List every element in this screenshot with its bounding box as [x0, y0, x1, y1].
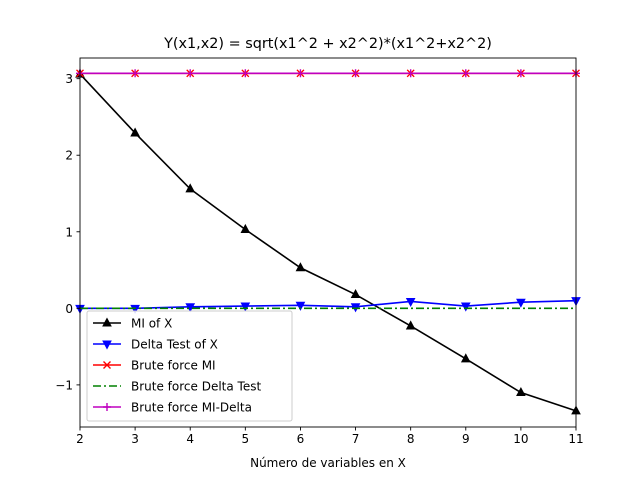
data-point [405, 320, 416, 330]
y-tick-label: 0 [65, 302, 73, 316]
legend-label: Brute force MI [131, 359, 216, 373]
data-point [406, 69, 415, 78]
data-point [296, 69, 305, 78]
data-point [241, 69, 250, 78]
data-point [405, 297, 416, 308]
data-point [351, 69, 360, 78]
x-tick-label: 5 [242, 432, 250, 446]
x-tick-label: 3 [131, 432, 139, 446]
data-point [295, 262, 306, 272]
data-point [461, 69, 470, 78]
data-point [131, 69, 140, 78]
legend-label: Delta Test of X [131, 338, 218, 352]
data-point [295, 301, 306, 311]
legend-label: Brute force MI-Delta [131, 401, 252, 415]
data-point [240, 302, 251, 312]
series-line [79, 73, 577, 412]
axes-frame [79, 57, 577, 428]
legend-marker [103, 403, 111, 411]
legend-marker [102, 317, 112, 327]
x-tick-label: 7 [352, 432, 360, 446]
data-point [185, 183, 196, 193]
legend: MI of X Delta Test of X Brute force MI Brut… [86, 310, 293, 422]
legend-box [86, 310, 293, 422]
legend-marker [102, 340, 112, 350]
x-tick-label: 6 [297, 432, 305, 446]
y-tick-label: 2 [65, 149, 73, 163]
data-point [186, 69, 195, 78]
legend-label: MI of X [131, 317, 172, 331]
x-tick-label: 9 [462, 432, 470, 446]
x-tick-label: 4 [186, 432, 194, 446]
legend-marker [103, 361, 111, 369]
x-tick-label: 10 [513, 432, 528, 446]
y-tick-label: 3 [65, 72, 73, 86]
data-point [516, 69, 525, 78]
legend-item: MI of X [93, 317, 172, 331]
data-point [460, 302, 471, 312]
data-point [240, 223, 251, 233]
chart-title: Y(x1,x2) = sqrt(x1^2 + x2^2)*(x1^2+x2^2) [163, 36, 492, 52]
y-tick-label: −1 [55, 378, 73, 392]
legend-label: Brute force Delta Test [131, 380, 261, 394]
legend-item: Brute force MI [93, 359, 216, 373]
x-axis-label: Número de variables en X [250, 456, 406, 470]
data-point [460, 353, 471, 363]
data-point [350, 288, 361, 299]
data-point [516, 386, 526, 397]
legend-item: Brute force MI-Delta [93, 401, 252, 415]
legend-item: Delta Test of X [93, 338, 218, 352]
data-point [516, 298, 526, 308]
x-tick-label: 8 [407, 432, 415, 446]
plot-area: 2 3 4 5 6 7 8 9 10 11 −1 0 1 2 3 MI of X Delta Test of X… [55, 57, 584, 446]
data-point [130, 127, 140, 137]
x-tick-label: 2 [76, 432, 84, 446]
legend-item: Brute force Delta Test [93, 380, 261, 394]
y-tick-label: 1 [65, 225, 73, 239]
x-tick-label: 11 [568, 432, 583, 446]
